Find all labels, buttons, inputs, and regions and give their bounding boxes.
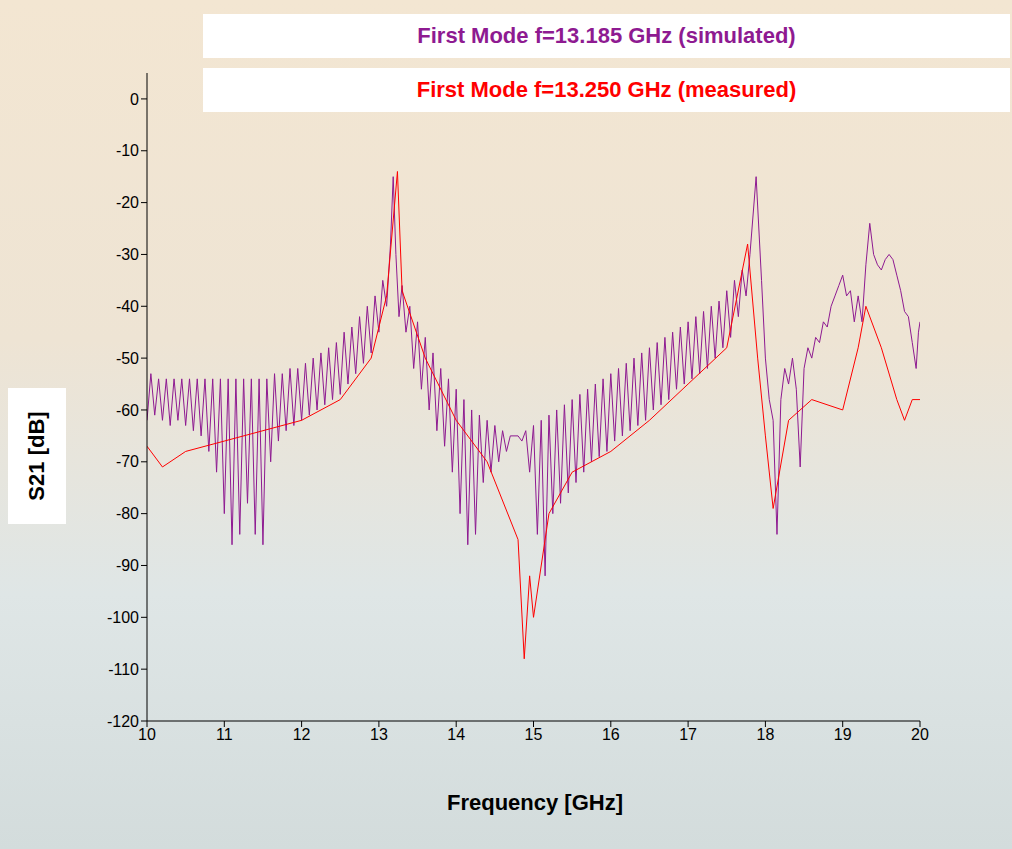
svg-text:-50: -50 bbox=[116, 350, 139, 367]
svg-text:11: 11 bbox=[216, 726, 233, 743]
svg-text:19: 19 bbox=[834, 726, 852, 743]
svg-text:-80: -80 bbox=[116, 505, 139, 522]
svg-text:-60: -60 bbox=[116, 402, 139, 419]
svg-text:10: 10 bbox=[138, 726, 156, 743]
svg-text:-100: -100 bbox=[107, 609, 139, 626]
svg-text:14: 14 bbox=[447, 726, 465, 743]
svg-text:16: 16 bbox=[602, 726, 620, 743]
svg-text:-90: -90 bbox=[116, 557, 139, 574]
html-text:First Mode f=13.185 GHz (simul: First Mode f=13.185 GHz (simulated) bbox=[417, 23, 796, 48]
html-text:Frequency [GHz]: Frequency [GHz] bbox=[447, 790, 623, 815]
svg-text:18: 18 bbox=[757, 726, 775, 743]
svg-text:-70: -70 bbox=[116, 453, 139, 470]
html-text:First Mode f=13.250 GHz (measu: First Mode f=13.250 GHz (measured) bbox=[416, 77, 797, 102]
svg-text:-20: -20 bbox=[116, 194, 139, 211]
svg-text:-10: -10 bbox=[116, 142, 139, 159]
svg-text:-40: -40 bbox=[116, 298, 139, 315]
svg-text:15: 15 bbox=[525, 726, 543, 743]
svg-text:12: 12 bbox=[293, 726, 311, 743]
svg-text:17: 17 bbox=[679, 726, 697, 743]
html-text:S21 [dB]: S21 [dB] bbox=[24, 411, 49, 501]
svg-text:20: 20 bbox=[911, 726, 929, 743]
svg-text:-120: -120 bbox=[107, 713, 139, 730]
svg-text:13: 13 bbox=[370, 726, 388, 743]
svg-text:-30: -30 bbox=[116, 246, 139, 263]
svg-text:0: 0 bbox=[130, 91, 139, 108]
svg-text:-110: -110 bbox=[108, 661, 139, 678]
